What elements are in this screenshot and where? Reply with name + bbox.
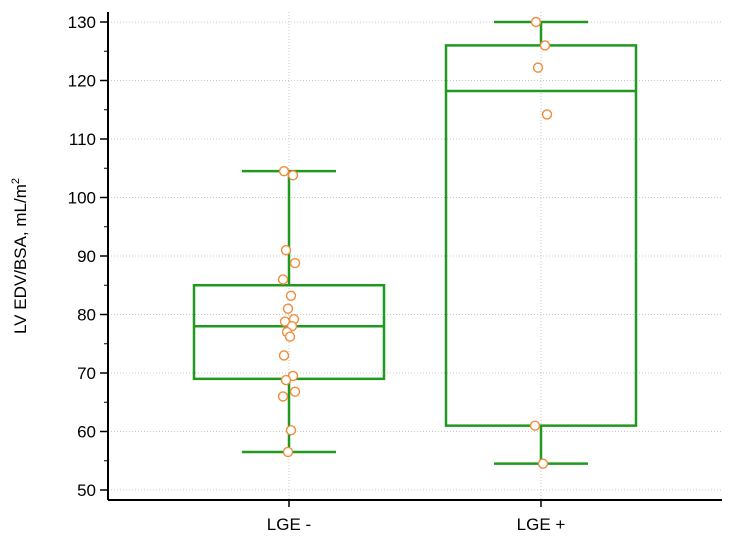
data-point	[529, 420, 541, 431]
data-point	[279, 316, 291, 327]
data-point	[530, 16, 542, 28]
data-point	[541, 109, 553, 120]
y-tick-label: 50	[77, 481, 96, 500]
data-point	[282, 446, 294, 458]
data-point	[287, 170, 299, 181]
y-tick-label: 130	[68, 13, 96, 32]
y-tick-label: 110	[69, 130, 96, 149]
x-tick-label: LGE -	[267, 515, 311, 534]
data-point	[278, 165, 290, 177]
y-axis-title: LV EDV/BSA, mL/m2	[10, 178, 30, 334]
data-point	[277, 391, 289, 402]
y-axis-title-superscript: 2	[10, 178, 22, 184]
data-point	[539, 40, 551, 51]
data-points	[277, 16, 553, 469]
y-tick-label: 70	[77, 364, 96, 383]
data-point	[284, 331, 296, 342]
y-tick-label: 60	[77, 423, 96, 442]
data-point	[285, 425, 297, 436]
y-tick-label: 80	[77, 306, 96, 325]
data-point	[277, 274, 289, 285]
data-point	[282, 303, 294, 314]
y-axis-title-text: LV EDV/BSA, mL/m	[11, 184, 30, 334]
data-point	[537, 458, 549, 469]
boxes	[192, 20, 638, 465]
data-point	[285, 290, 297, 301]
y-tick-label: 90	[77, 247, 96, 266]
y-tick-label: 100	[68, 189, 96, 208]
y-ticks: 50 60 70 80 90 100 110 120 130	[68, 13, 108, 500]
data-point	[289, 257, 301, 269]
data-point	[289, 386, 301, 397]
x-tick-label: LGE +	[517, 515, 566, 534]
x-tick-labels: LGE - LGE +	[267, 500, 566, 534]
data-point	[278, 350, 290, 361]
y-tick-label: 120	[68, 72, 96, 91]
grid-lines	[108, 12, 722, 500]
data-point	[280, 244, 292, 256]
data-point	[280, 374, 292, 386]
data-point	[532, 62, 544, 73]
